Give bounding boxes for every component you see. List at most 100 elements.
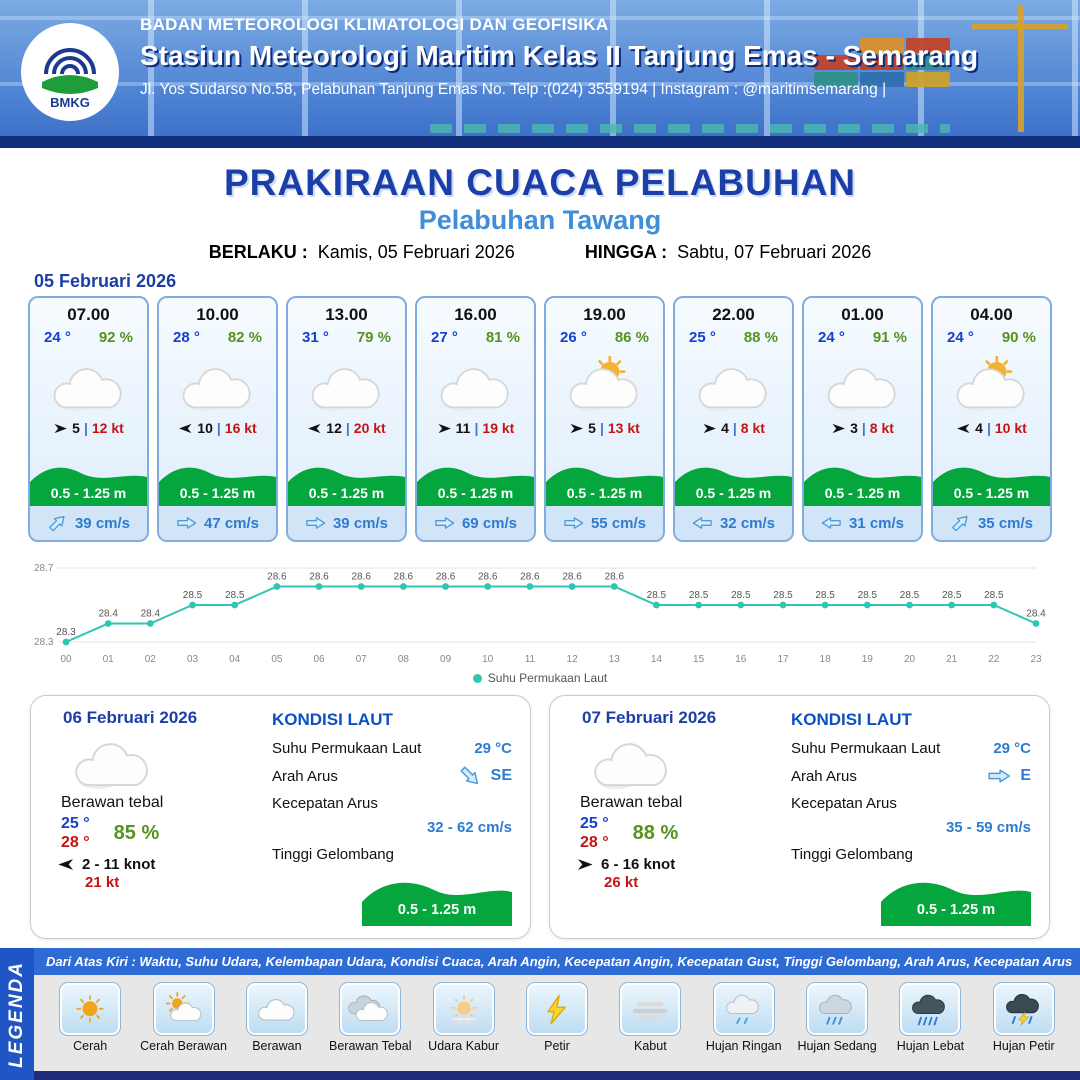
- wave-height: 0.5 - 1.25 m: [566, 485, 643, 501]
- svg-text:28.6: 28.6: [436, 572, 456, 583]
- legend-dot-icon: [472, 673, 482, 683]
- wind-gust: 13 kt: [607, 420, 640, 436]
- humidity-value: 88 %: [743, 329, 779, 346]
- agency-name: BADAN METEOROLOGI KLIMATOLOGI DAN GEOFIS…: [140, 15, 609, 34]
- legend-side-bar: LEGENDA: [0, 948, 34, 1080]
- weather-condition-icon: [67, 730, 262, 794]
- sea-conditions-title: KONDISI LAUT: [271, 710, 393, 729]
- current-direction-icon: [434, 516, 455, 530]
- wave-height: 0.5 - 1.25 m: [695, 485, 772, 501]
- separator: |: [732, 420, 737, 436]
- humidity-value: 88 %: [632, 822, 679, 844]
- legend-item: Udara Kabur: [419, 982, 507, 1069]
- wind-gust: 20 kt: [353, 420, 386, 436]
- svg-text:28.5: 28.5: [942, 590, 962, 601]
- bmkg-logo: BMKG: [20, 22, 120, 122]
- humidity-value: 90 %: [1001, 329, 1037, 346]
- weather-condition-icon: [30, 346, 147, 420]
- wind-row: 12 | 20 kt: [288, 420, 405, 436]
- legend-item: Hujan Sedang: [793, 982, 881, 1069]
- container-box: [860, 55, 904, 70]
- svg-text:05: 05: [271, 654, 283, 665]
- svg-text:12: 12: [567, 654, 579, 665]
- svg-text:06: 06: [313, 654, 325, 665]
- sea-surface-temp: 29 °C: [993, 740, 1031, 757]
- hourly-forecast-card: 13.00 31 ° 79 %: [286, 296, 407, 542]
- sst-chart-section: 28.7 28.3 28.3 00 28.4 01 28.4 02 28.5 03 28.5 04 28…: [30, 550, 1050, 685]
- wave-height-widget: 0.5 - 1.25 m: [362, 872, 512, 926]
- svg-text:01: 01: [103, 654, 115, 665]
- svg-text:17: 17: [777, 654, 789, 665]
- wind-direction-icon: [831, 423, 846, 434]
- wind-gust: 10 kt: [994, 420, 1027, 436]
- valid-from-value: Kamis, 05 Februari 2026: [317, 242, 515, 262]
- temp-min: 25 °: [580, 815, 609, 832]
- daily-forecast-card: 07 Februari 2026 Berawan tebal 25 ° 28 °…: [549, 695, 1050, 939]
- svg-text:28.5: 28.5: [225, 590, 245, 601]
- legend-item: Berawan Tebal: [326, 982, 414, 1069]
- validity-row: BERLAKU : Kamis, 05 Februari 2026 HINGGA…: [0, 242, 1080, 263]
- svg-text:28.5: 28.5: [689, 590, 709, 601]
- wind-direction-icon: [569, 423, 584, 434]
- humidity-value: 82 %: [227, 329, 263, 346]
- wind-speed: 11: [455, 420, 471, 436]
- weather-condition-icon: [675, 346, 792, 420]
- current-direction-icon: [305, 516, 326, 530]
- wave-height: 0.5 - 1.25 m: [50, 485, 127, 501]
- current-row: 32 cm/s: [675, 506, 792, 540]
- svg-text:28.4: 28.4: [141, 609, 161, 620]
- wave-height-label: Tinggi Gelombang: [271, 846, 394, 863]
- current-row: 31 cm/s: [804, 506, 921, 540]
- current-direction-icon: [563, 516, 584, 530]
- wave-height: 0.5 - 1.25 m: [916, 902, 996, 918]
- header-bottom-strip: [0, 136, 1080, 148]
- svg-text:08: 08: [398, 654, 410, 665]
- humidity-value: 81 %: [485, 329, 521, 346]
- legend-section: LEGENDA Dari Atas Kiri : Waktu, Suhu Uda…: [0, 948, 1080, 1080]
- svg-text:28.6: 28.6: [351, 572, 371, 583]
- hourly-forecast-card: 07.00 24 ° 92 %: [28, 296, 149, 542]
- wave-height-band: 0.5 - 1.25 m: [933, 460, 1050, 506]
- current-direction-label: Arah Arus: [271, 767, 338, 785]
- svg-text:02: 02: [145, 654, 157, 665]
- temp-max: 28 °: [580, 834, 609, 851]
- weather-condition: Berawan tebal: [580, 794, 683, 811]
- wind-gust: 8 kt: [740, 420, 765, 436]
- hujan-ringan-icon: [712, 982, 775, 1036]
- svg-text:28.6: 28.6: [267, 572, 287, 583]
- berawan-tebal-icon: [339, 982, 402, 1036]
- bmkg-logo-label: BMKG: [50, 95, 90, 110]
- svg-text:28.5: 28.5: [773, 590, 793, 601]
- chart-legend: Suhu Permukaan Laut: [30, 671, 1050, 685]
- svg-text:16: 16: [735, 654, 747, 665]
- hourly-forecast-card: 04.00 24 ° 90 %: [931, 296, 1052, 542]
- humidity-value: 91 %: [872, 329, 908, 346]
- weather-condition: Berawan tebal: [61, 794, 164, 811]
- wave-height-band: 0.5 - 1.25 m: [30, 460, 147, 506]
- weather-condition-icon: [586, 730, 781, 794]
- udara-kabur-icon: [432, 982, 495, 1036]
- current-speed: 32 cm/s: [719, 514, 776, 532]
- svg-text:21: 21: [946, 654, 958, 665]
- wind-direction-icon: [57, 858, 75, 871]
- wave-height: 0.5 - 1.25 m: [437, 485, 514, 501]
- wind-gust: 12 kt: [91, 420, 124, 436]
- wind-direction-icon: [702, 423, 717, 434]
- wind-row: 11 | 19 kt: [417, 420, 534, 436]
- svg-text:09: 09: [440, 654, 452, 665]
- current-direction-icon: [821, 516, 842, 530]
- wave-height-widget: 0.5 - 1.25 m: [881, 872, 1031, 926]
- forecast-time: 10.00: [196, 305, 239, 324]
- wind-direction-icon: [437, 423, 452, 434]
- station-address: Jl. Yos Sudarso No.58, Pelabuhan Tanjung…: [140, 81, 887, 98]
- svg-text:28.7: 28.7: [34, 563, 54, 574]
- wind-row: 5 | 12 kt: [30, 420, 147, 436]
- legend-side-label: LEGENDA: [6, 960, 27, 1068]
- station-name: Stasiun Meteorologi Maritim Kelas II Tan…: [140, 40, 979, 71]
- svg-text:23: 23: [1030, 654, 1042, 665]
- svg-text:18: 18: [820, 654, 832, 665]
- current-speed: 31 cm/s: [848, 514, 905, 532]
- legend-label: Kabut: [634, 1039, 667, 1053]
- wind-speed: 12: [326, 420, 342, 436]
- forecast-time: 13.00: [325, 305, 368, 324]
